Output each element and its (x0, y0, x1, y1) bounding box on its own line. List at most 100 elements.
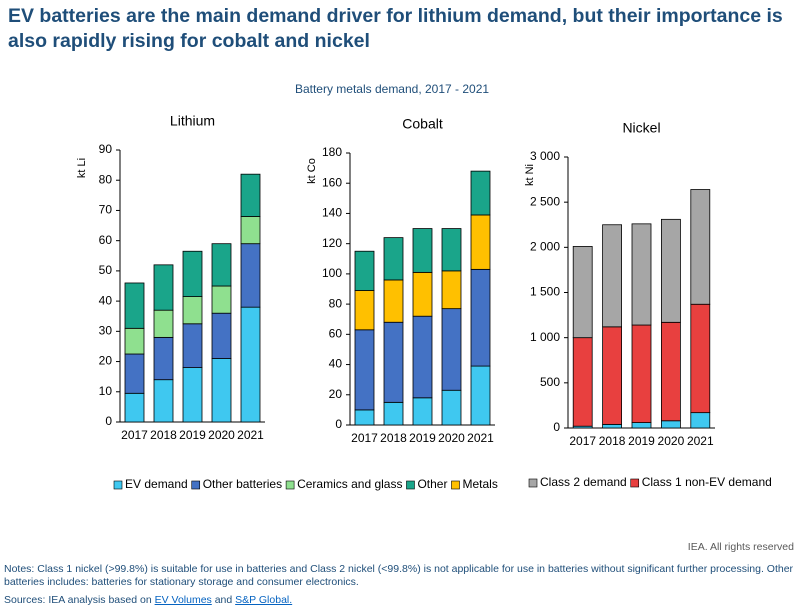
bar-segment (383, 279, 404, 323)
y-tick-label: 30 (99, 324, 113, 338)
bar-segment (354, 409, 375, 426)
notes: Notes: Class 1 nickel (>99.8%) is suitab… (4, 563, 794, 588)
legend-label: Metals (462, 477, 497, 491)
bar-segment (153, 264, 174, 311)
x-tick-label: 2019 (409, 431, 436, 445)
legend-label: Other batteries (203, 477, 282, 491)
bar-segment (124, 392, 145, 423)
y-axis-label: kt Ni (524, 164, 536, 186)
y-tick-label: 90 (99, 142, 113, 156)
y-tick-label: 80 (329, 296, 343, 310)
bar-segment (383, 401, 404, 426)
x-tick-label: 2021 (467, 431, 494, 445)
legend-label: Other (417, 477, 447, 491)
bar-segment (470, 170, 491, 216)
y-tick-label: 120 (322, 236, 342, 250)
x-tick-label: 2017 (121, 428, 148, 442)
bar-segment (412, 397, 433, 426)
bar-segment (354, 290, 375, 331)
bar-segment (412, 315, 433, 399)
y-tick-label: 3 000 (530, 149, 560, 163)
y-tick-label: 80 (99, 172, 113, 186)
chart-title: Lithium (170, 113, 215, 129)
y-tick-label: 500 (540, 375, 560, 389)
x-tick-label: 2020 (658, 434, 685, 448)
bar-segment (153, 336, 174, 381)
y-tick-label: 0 (553, 420, 560, 434)
bar-segment (470, 268, 491, 367)
bar-segment (690, 189, 711, 305)
y-tick-label: 100 (322, 266, 342, 280)
y-tick-label: 1 000 (530, 330, 560, 344)
y-tick-label: 140 (322, 206, 342, 220)
bar-segment (124, 353, 145, 394)
legend-label: EV demand (125, 477, 188, 491)
x-tick-label: 2020 (438, 431, 465, 445)
bar-segment (153, 309, 174, 338)
x-tick-label: 2018 (599, 434, 626, 448)
legend-label: Ceramics and glass (297, 477, 402, 491)
legend-swatch (528, 478, 538, 488)
source-link[interactable]: S&P Global. (235, 594, 293, 606)
legend-label: Class 2 demand (540, 475, 627, 489)
bar-segment (412, 228, 433, 273)
y-axis-label: kt Co (306, 158, 318, 184)
sources-text: and (211, 594, 236, 606)
legend-swatch (406, 480, 415, 490)
bar-segment (182, 296, 203, 325)
legend-swatch (191, 480, 201, 490)
bar-segment (631, 223, 652, 326)
y-tick-label: 10 (99, 384, 113, 398)
y-tick-label: 180 (322, 145, 342, 159)
x-tick-label: 2018 (150, 428, 177, 442)
x-tick-label: 2017 (351, 431, 378, 445)
legend-swatch (451, 480, 460, 490)
y-tick-label: 60 (329, 327, 343, 341)
source-link[interactable]: EV Volumes (154, 594, 212, 606)
y-tick-label: 60 (99, 233, 113, 247)
bar-segment (441, 228, 462, 272)
bar-segment (470, 365, 491, 426)
bar-segment (661, 321, 681, 422)
bar-segment (211, 243, 232, 287)
x-tick-label: 2020 (208, 428, 235, 442)
bar-segment (182, 367, 203, 423)
x-tick-label: 2017 (569, 434, 596, 448)
legend-label: Class 1 non-EV demand (642, 475, 772, 489)
x-tick-label: 2021 (237, 428, 264, 442)
bar-segment (441, 270, 462, 310)
page-title: EV batteries are the main demand driver … (8, 5, 783, 52)
bar-segment (690, 303, 711, 414)
chart-subtitle: Battery metals demand, 2017 - 2021 (295, 82, 489, 96)
bar-segment (631, 324, 652, 423)
bar-segment (602, 326, 622, 425)
bar-segment (661, 420, 681, 429)
bar-segment (631, 422, 652, 429)
y-tick-label: 20 (329, 387, 343, 401)
bar-segment (124, 327, 145, 355)
y-tick-label: 1 500 (530, 285, 560, 299)
bar-segment (182, 323, 203, 368)
bar-segment (124, 282, 145, 329)
y-tick-label: 160 (322, 175, 342, 189)
bar-segment (182, 250, 203, 297)
legend-swatch (630, 478, 640, 488)
sources: Sources: IEA analysis based on EV Volume… (4, 594, 292, 606)
y-tick-label: 2 500 (530, 194, 560, 208)
credit: IEA. All rights reserved (687, 541, 794, 553)
y-tick-label: 20 (99, 354, 113, 368)
x-tick-label: 2019 (628, 434, 655, 448)
y-tick-label: 2 000 (530, 240, 560, 254)
bar-segment (602, 224, 622, 328)
bar-segment (354, 250, 375, 291)
bar-segment (240, 173, 261, 217)
bar-segment (661, 218, 681, 323)
chart-title: Nickel (622, 120, 660, 136)
y-axis-label: kt Li (76, 158, 88, 178)
x-tick-label: 2019 (179, 428, 206, 442)
x-tick-label: 2021 (687, 434, 714, 448)
bar-segment (383, 237, 404, 281)
legend-swatch (113, 480, 123, 490)
